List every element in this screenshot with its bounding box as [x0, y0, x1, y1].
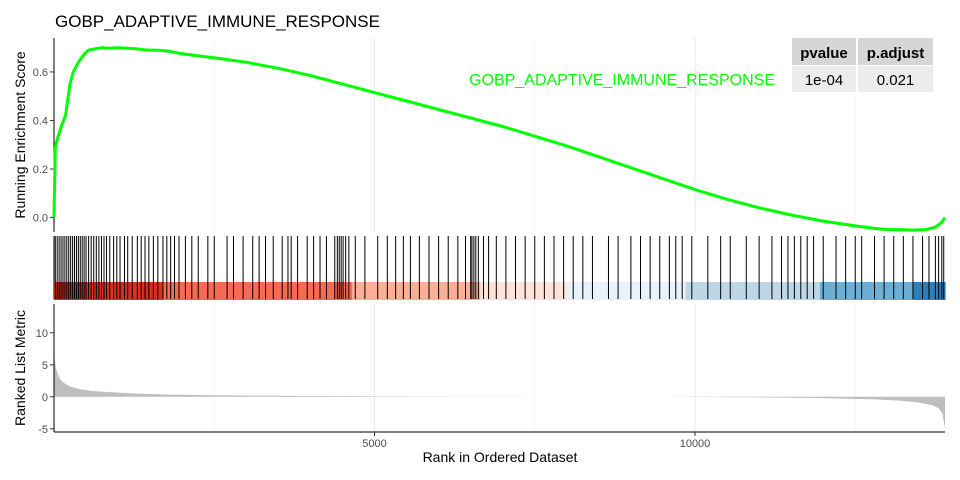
heat-band-6 [820, 282, 914, 300]
es-ytick-label-2: 0.4 [33, 115, 48, 127]
table-cell-pvalue-bg [792, 66, 856, 92]
rm-ytick-label-0: -5 [38, 424, 48, 436]
table-cell-padjust: 0.021 [877, 72, 915, 89]
running-enrichment-curve [52, 46, 947, 232]
rm-ytick-label-3: 10 [36, 328, 48, 340]
table-header-padjust-bg [858, 38, 933, 65]
chart-title: GOBP_ADAPTIVE_IMMUNE_RESPONSE [55, 12, 380, 31]
x-tick-label-0: 5000 [362, 438, 386, 450]
table-header-pvalue: pvalue [800, 45, 848, 62]
rank-heatmap-bar [54, 282, 946, 300]
ranked-metric-area [54, 342, 945, 429]
heat-band-1 [162, 282, 353, 300]
x-tick-label-1: 10000 [680, 438, 711, 450]
heat-band-5 [685, 282, 821, 300]
x-axis-label: Rank in Ordered Dataset [423, 449, 578, 465]
es-y-ticks: 0.0 0.2 0.4 0.6 [33, 67, 54, 224]
rm-ytick-label-1: 0 [42, 392, 48, 404]
rm-y-axis-label: Ranked List Metric [12, 310, 28, 426]
rm-y-ticks: -5 0 5 10 [36, 328, 54, 436]
rm-ytick-label-2: 5 [42, 360, 48, 372]
enrichment-score-panel: 0.0 0.2 0.4 0.6 Running Enrichment Score GO… [12, 38, 947, 232]
rm-x-ticks: 5000 10000 [362, 432, 710, 450]
es-ytick-label-3: 0.6 [33, 67, 48, 79]
heat-band-4 [566, 282, 686, 300]
heat-band-2 [352, 282, 481, 300]
es-y-axis-label: Running Enrichment Score [12, 51, 28, 219]
gene-hit-ticks [54, 236, 945, 299]
es-ytick-label-1: 0.2 [33, 164, 48, 176]
legend-geneset-label: GOBP_ADAPTIVE_IMMUNE_RESPONSE [469, 72, 775, 89]
table-header-padjust: p.adjust [867, 45, 925, 62]
heat-band-3 [480, 282, 568, 300]
gene-hits-panel [53, 236, 946, 300]
rm-gridlines [213, 304, 856, 432]
heat-band-0 [54, 282, 164, 300]
table-cell-padjust-bg [858, 66, 933, 92]
stats-table: pvalue p.adjust 1e-04 0.021 [792, 38, 933, 92]
es-ytick-label-0: 0.0 [33, 212, 48, 224]
ranked-metric-panel: -5 0 5 10 5000 10000 Ranked List Metric Rank… [12, 304, 945, 465]
table-header-pvalue-bg [792, 38, 856, 65]
table-cell-pvalue: 1e-04 [805, 72, 843, 89]
